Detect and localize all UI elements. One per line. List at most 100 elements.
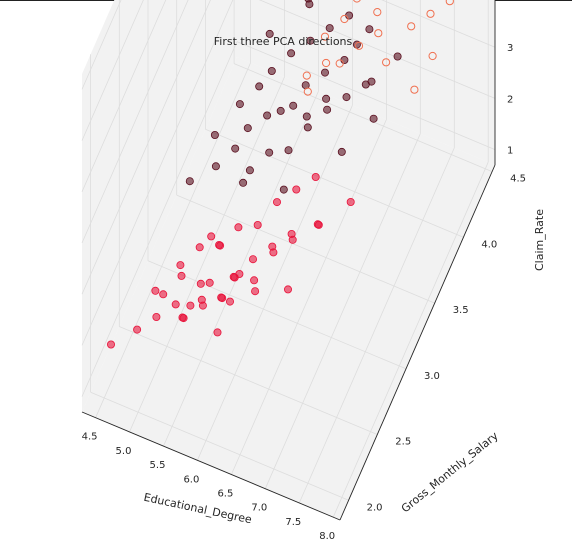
scatter-point-series-1 xyxy=(251,287,260,296)
y-grid-floor xyxy=(90,391,349,501)
scatter-point-series-3 xyxy=(302,71,311,80)
scatter-point-series-3 xyxy=(445,0,454,6)
scatter-point-series-2 xyxy=(263,111,272,120)
scatter-point-series-2 xyxy=(369,114,378,123)
y-tick-label: 2.0 xyxy=(367,502,383,513)
scatter-point-series-1 xyxy=(213,328,222,337)
scatter-point-series-1 xyxy=(269,248,278,257)
scatter-point-series-1 xyxy=(225,297,234,306)
scatter-point-series-1 xyxy=(133,325,142,334)
scatter-point-series-1 xyxy=(314,220,323,229)
x-grid-floor xyxy=(332,162,489,518)
scatter-point-series-3 xyxy=(426,9,435,18)
scatter-point-series-2 xyxy=(306,36,315,45)
scatter-point-series-1 xyxy=(218,294,227,303)
scatter-point-series-1 xyxy=(234,223,243,232)
scatter-point-series-3 xyxy=(353,0,361,3)
scatter-point-series-2 xyxy=(276,106,285,115)
scatter-point-series-1 xyxy=(292,185,301,194)
scatter-point-series-1 xyxy=(151,286,160,295)
scatter-point-series-1 xyxy=(216,241,225,250)
tick-labels: 4.5 5.0 5.5 6.0 6.5 7.0 7.5 8.0 2.0 2.5 3.0 3.5 4.0 4… xyxy=(82,0,526,542)
scatter-point-series-1 xyxy=(283,285,292,294)
scatter-point-series-1 xyxy=(205,278,214,287)
scatter-point-series-2 xyxy=(340,56,349,65)
scatter-point-series-1 xyxy=(186,301,195,310)
y-tick-label: 4.0 xyxy=(481,239,497,250)
scatter-point-series-2 xyxy=(320,68,329,77)
scatter-point-series-2 xyxy=(305,0,314,9)
x-tick-label: 8.0 xyxy=(319,531,335,542)
x-tick-label: 5.0 xyxy=(116,446,132,457)
chart-title: First three PCA directions xyxy=(214,35,353,48)
z-tick-label: 2 xyxy=(507,94,513,105)
x-tick-label: 6.5 xyxy=(217,489,233,500)
x-tick-label: 7.5 xyxy=(285,517,301,528)
axes-panes xyxy=(82,0,495,520)
scatter-point-series-1 xyxy=(250,276,259,285)
x-grid-floor xyxy=(231,119,387,475)
z-grid-back xyxy=(258,0,496,99)
scatter-point-series-2 xyxy=(289,101,298,110)
scatter-point-series-3 xyxy=(322,58,331,68)
z-tick-label: 4 xyxy=(507,0,513,3)
scatter-point-series-2 xyxy=(279,185,288,194)
y-grid-floor xyxy=(233,63,493,172)
scatter-point-series-1 xyxy=(107,340,116,349)
scatter-point-series-1 xyxy=(230,273,239,282)
x-tick-label: 7.0 xyxy=(251,503,267,514)
x-tick-label: 5.5 xyxy=(150,460,166,471)
x-grid-floor xyxy=(298,147,455,504)
scatter-point-series-1 xyxy=(198,301,207,310)
gridlines xyxy=(81,0,496,518)
x-axis-label: Educational_Degree xyxy=(143,491,254,527)
scatter-point-series-1 xyxy=(176,261,185,270)
y-grid-floor xyxy=(176,194,435,304)
y-tick-label: 4.5 xyxy=(510,174,526,185)
data-points xyxy=(107,0,454,349)
y-axis-line xyxy=(339,164,496,521)
scatter-point-series-2 xyxy=(185,177,194,186)
x-grid-floor xyxy=(197,105,353,461)
scatter-point-series-1 xyxy=(152,312,161,321)
z-grid-left xyxy=(81,0,144,141)
x-grid-floor xyxy=(264,133,421,489)
scatter-point-series-2 xyxy=(239,178,248,187)
z-grid-left xyxy=(81,0,167,192)
scatter-point-series-1 xyxy=(253,220,262,229)
x-axis-line xyxy=(81,411,341,521)
x-grid-floor xyxy=(95,62,251,418)
scatter-point-series-2 xyxy=(322,94,331,103)
scatter-point-series-3 xyxy=(373,8,382,17)
scatter-point-series-1 xyxy=(248,255,257,264)
z-grid-left xyxy=(81,0,122,90)
z-grid-back xyxy=(236,41,496,150)
scatter-point-series-1 xyxy=(272,198,281,207)
scatter-point-series-3 xyxy=(374,29,383,38)
z-grid-left xyxy=(81,41,238,397)
scatter-point-series-3 xyxy=(303,87,312,96)
x-tick-label: 4.5 xyxy=(82,432,98,443)
x-grid-floor xyxy=(129,76,285,433)
axis-lines xyxy=(81,0,496,521)
scatter-point-series-2 xyxy=(255,82,264,91)
scatter-point-series-1 xyxy=(159,290,168,299)
scatter-point-series-3 xyxy=(354,41,364,50)
y-grid-floor xyxy=(147,260,407,370)
scatter-point-series-2 xyxy=(323,105,332,114)
scatter-point-series-2 xyxy=(303,123,312,132)
y-axis-label: Gross_Monthly_Salary xyxy=(399,429,501,515)
scatter-point-series-1 xyxy=(311,172,320,181)
scatter-point-series-1 xyxy=(346,197,355,206)
z-tick-label: 1 xyxy=(507,146,513,157)
scatter-point-series-2 xyxy=(235,100,244,109)
scatter-point-series-3 xyxy=(335,59,344,68)
y-tick-label: 2.5 xyxy=(395,437,411,448)
z-grid-left xyxy=(81,0,211,295)
scatter-point-series-2 xyxy=(302,112,311,121)
scatter-point-series-3 xyxy=(407,22,416,31)
scatter-point-series-2 xyxy=(345,11,354,20)
scatter-point-series-2 xyxy=(342,93,351,102)
scatter-point-series-1 xyxy=(288,235,297,244)
